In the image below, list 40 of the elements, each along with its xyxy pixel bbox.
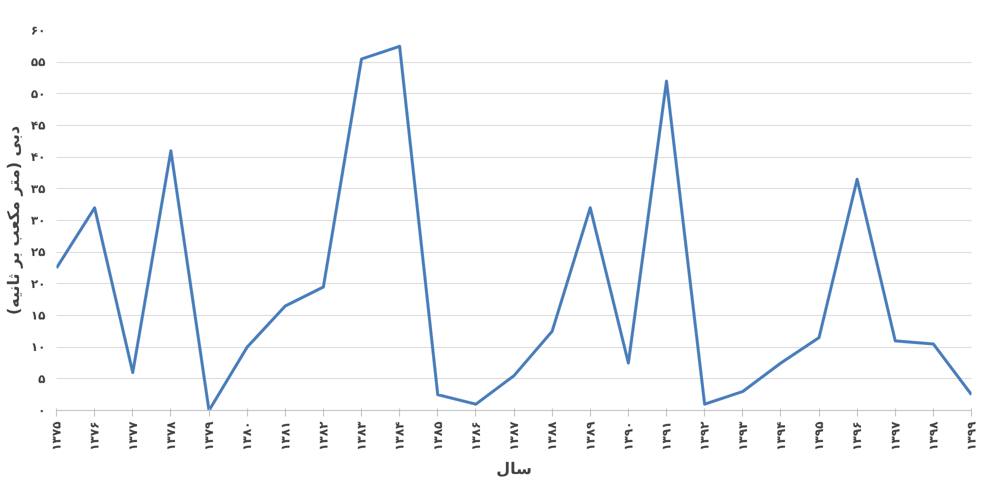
x-tick-label: ۱۳۸۳: [354, 420, 368, 451]
x-tick-label: ۱۳۸۴: [392, 422, 407, 451]
x-tick-label: ۱۳۹۷: [888, 420, 902, 451]
x-tick-label: ۱۳۸۰: [240, 422, 254, 451]
x-tick-label: ۱۳۸۸: [545, 420, 560, 451]
x-tick-label: ۱۳۹۳: [736, 420, 750, 451]
y-axis-title: دبی (متر مکعب بر ثانیه): [4, 126, 23, 316]
x-tick-label: ۱۳۷۸: [164, 420, 178, 451]
x-tick-label: ۱۳۹۰: [621, 422, 636, 451]
x-tick-label: ۱۳۷۷: [126, 420, 140, 451]
x-tick-label: ۱۳۹۹: [964, 420, 978, 451]
y-tick-label: ۴۵: [30, 118, 46, 132]
x-tick-label: ۱۳۹۶: [850, 422, 864, 451]
y-tick-label: ۲۵: [30, 245, 46, 260]
y-tick-label: ۱۵: [30, 308, 46, 322]
x-tick-label: ۱۳۸۵: [430, 422, 445, 451]
x-tick-label: ۱۳۸۹: [583, 420, 598, 451]
y-tick-label: ۱۰: [30, 340, 46, 354]
x-axis-title: سال: [496, 458, 532, 478]
x-tick-label: ۱۳۹۱: [660, 422, 674, 451]
x-tick-label: ۱۳۹۸: [926, 420, 940, 451]
y-tick-label: ۵۰: [30, 86, 46, 101]
y-tick-label: ۳۵: [30, 182, 46, 196]
y-tick-label: ۵۵: [30, 55, 46, 70]
y-tick-label: ۶۰: [30, 24, 46, 38]
y-tick-label: ۲۰: [30, 276, 46, 291]
x-tick-label: ۱۳۸۶: [468, 422, 483, 451]
y-tick-label: ۵: [38, 372, 46, 386]
x-tick-label: ۱۳۷۶: [88, 422, 102, 451]
x-tick-label: ۱۳۷۵: [50, 422, 64, 451]
x-tick-label: ۱۳۸۷: [507, 420, 521, 451]
x-tick-label: ۱۳۸۱: [278, 422, 292, 451]
y-tick-label: ۳۰: [30, 214, 46, 228]
x-tick-label: ۱۳۸۲: [316, 420, 330, 451]
y-tick-label: ۰: [38, 404, 46, 418]
x-tick-label: ۱۳۹۴: [774, 422, 788, 451]
y-tick-label: ۴۰: [30, 150, 46, 164]
x-tick-label: ۱۳۹۵: [812, 422, 826, 451]
x-tick-label: ۱۳۷۹: [202, 420, 216, 451]
x-tick-label: ۱۳۹۲: [698, 420, 712, 451]
